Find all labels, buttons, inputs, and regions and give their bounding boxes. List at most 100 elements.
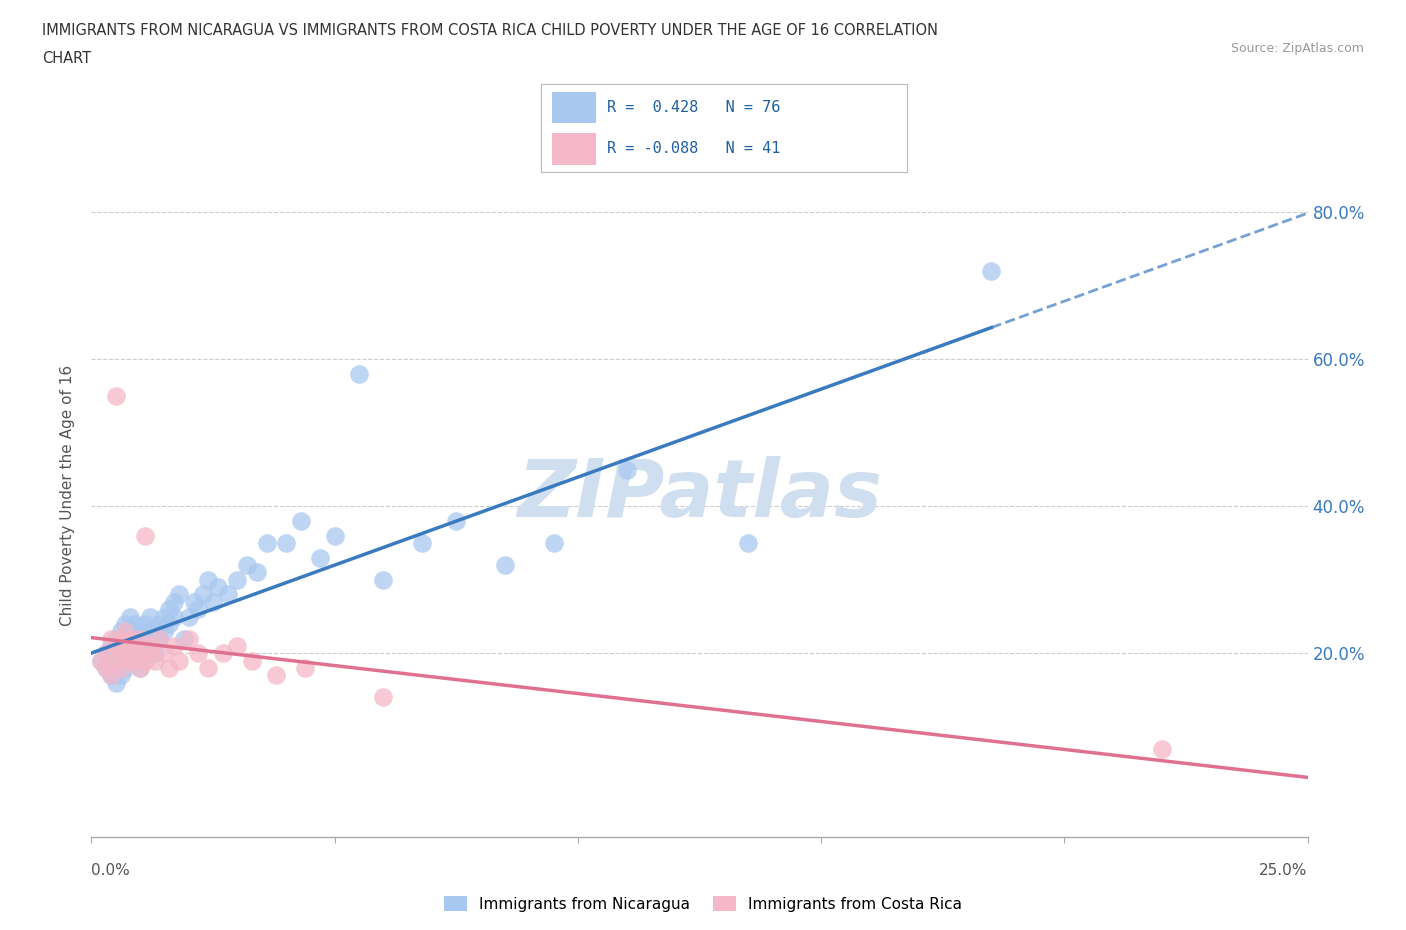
Point xyxy=(129,645,152,660)
Legend: Immigrants from Nicaragua, Immigrants from Costa Rica: Immigrants from Nicaragua, Immigrants fr… xyxy=(437,889,969,918)
Text: CHART: CHART xyxy=(42,51,91,66)
Point xyxy=(294,660,316,675)
Point xyxy=(129,645,152,660)
Point xyxy=(163,594,186,609)
Point xyxy=(1150,741,1173,756)
Point xyxy=(120,609,142,624)
Point xyxy=(100,668,122,683)
Point xyxy=(217,587,239,602)
Point xyxy=(90,653,112,668)
Y-axis label: Child Poverty Under the Age of 16: Child Poverty Under the Age of 16 xyxy=(60,365,76,626)
Point xyxy=(110,653,132,668)
Point xyxy=(100,639,122,654)
Point xyxy=(104,389,127,404)
Text: ZIPatlas: ZIPatlas xyxy=(517,457,882,534)
Point xyxy=(167,653,190,668)
Point xyxy=(157,602,180,617)
Point xyxy=(110,624,132,639)
Point xyxy=(373,690,395,705)
Point xyxy=(120,645,142,660)
Point xyxy=(139,609,162,624)
Point xyxy=(373,572,395,587)
Point xyxy=(153,609,176,624)
Point xyxy=(309,551,332,565)
Point xyxy=(114,653,136,668)
Bar xyxy=(553,92,596,124)
Point xyxy=(226,572,249,587)
Point xyxy=(157,660,180,675)
Point xyxy=(980,263,1002,278)
Point xyxy=(143,645,166,660)
Point xyxy=(163,639,186,654)
Text: R = -0.088   N = 41: R = -0.088 N = 41 xyxy=(607,140,780,155)
Point xyxy=(114,617,136,631)
Point xyxy=(114,660,136,675)
Point xyxy=(139,639,162,654)
Point xyxy=(134,645,156,660)
Point xyxy=(197,572,219,587)
Point xyxy=(124,631,146,646)
Point xyxy=(100,668,122,683)
Point xyxy=(139,639,162,654)
Point xyxy=(134,617,156,631)
Text: Source: ZipAtlas.com: Source: ZipAtlas.com xyxy=(1230,42,1364,55)
Point xyxy=(211,645,233,660)
Point xyxy=(104,631,127,646)
Point xyxy=(187,645,209,660)
Point xyxy=(207,579,229,594)
Point xyxy=(183,594,205,609)
Point xyxy=(110,639,132,654)
Point xyxy=(114,653,136,668)
Point xyxy=(120,624,142,639)
Point xyxy=(193,587,215,602)
Point xyxy=(274,536,297,551)
Point xyxy=(494,558,516,573)
Text: 25.0%: 25.0% xyxy=(1260,863,1308,878)
Point xyxy=(114,631,136,646)
Point xyxy=(197,660,219,675)
Point xyxy=(94,645,117,660)
Point xyxy=(94,660,117,675)
Point xyxy=(134,528,156,543)
Point xyxy=(246,565,269,579)
Point xyxy=(124,653,146,668)
Point xyxy=(444,513,467,528)
Point xyxy=(202,594,225,609)
Text: 0.0%: 0.0% xyxy=(91,863,131,878)
Point xyxy=(129,624,152,639)
Point xyxy=(110,668,132,683)
Point xyxy=(543,536,565,551)
Bar xyxy=(553,133,596,165)
Point xyxy=(737,536,759,551)
Point xyxy=(110,645,132,660)
Point xyxy=(100,631,122,646)
Text: IMMIGRANTS FROM NICARAGUA VS IMMIGRANTS FROM COSTA RICA CHILD POVERTY UNDER THE : IMMIGRANTS FROM NICARAGUA VS IMMIGRANTS … xyxy=(42,23,938,38)
Point xyxy=(124,653,146,668)
Point xyxy=(411,536,433,551)
Point xyxy=(114,639,136,654)
Point xyxy=(290,513,312,528)
Point xyxy=(100,653,122,668)
Point xyxy=(347,366,370,381)
Point xyxy=(236,558,259,573)
Point xyxy=(104,675,127,690)
Point xyxy=(256,536,278,551)
Point xyxy=(163,609,186,624)
Point xyxy=(264,668,287,683)
Point xyxy=(148,631,170,646)
Point xyxy=(143,653,166,668)
Text: R =  0.428   N = 76: R = 0.428 N = 76 xyxy=(607,100,780,115)
Point xyxy=(129,631,152,646)
Point xyxy=(148,631,170,646)
Point xyxy=(129,660,152,675)
Point xyxy=(110,631,132,646)
Point xyxy=(134,653,156,668)
Point xyxy=(167,587,190,602)
Point xyxy=(120,639,142,654)
Point xyxy=(124,617,146,631)
Point xyxy=(104,645,127,660)
Point xyxy=(94,660,117,675)
Point xyxy=(153,624,176,639)
Point xyxy=(187,602,209,617)
Point xyxy=(323,528,346,543)
